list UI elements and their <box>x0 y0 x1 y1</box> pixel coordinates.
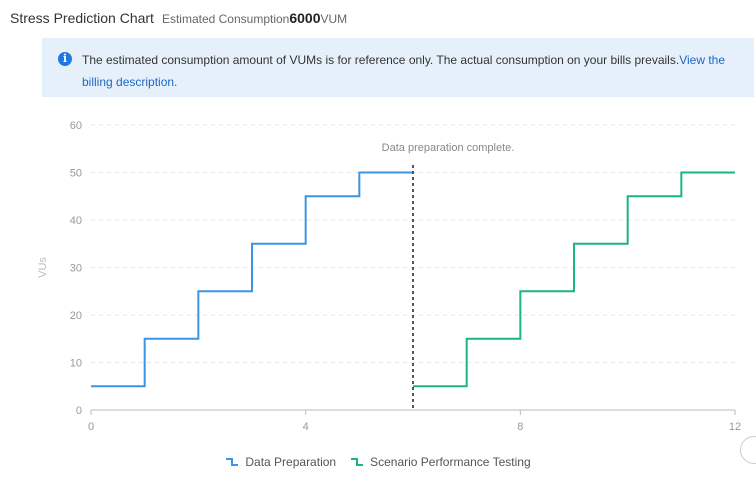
annotation-label: Data preparation complete. <box>382 142 515 154</box>
x-tick-label: 12 <box>729 421 741 433</box>
y-tick-label: 50 <box>70 168 82 180</box>
legend-step-path <box>351 458 364 466</box>
legend-item[interactable]: Data Preparation <box>225 455 336 469</box>
series-line <box>413 171 735 388</box>
y-tick-label: 10 <box>70 358 82 370</box>
legend-item[interactable]: Scenario Performance Testing <box>350 455 531 469</box>
chart-header: Stress Prediction Chart Estimated Consum… <box>10 10 347 26</box>
legend-label: Data Preparation <box>245 455 337 469</box>
legend-label: Scenario Performance Testing <box>370 455 531 469</box>
estimate-value: 6000 <box>289 10 321 26</box>
y-tick-label: 20 <box>70 310 82 322</box>
estimate-unit: VUM <box>320 12 348 26</box>
y-axis-label: VUs <box>37 257 49 278</box>
series-line <box>91 171 413 388</box>
y-tick-label: 60 <box>70 120 82 132</box>
y-tick-label: 0 <box>76 405 82 417</box>
x-tick-label: 0 <box>88 421 94 433</box>
notice-text: The estimated consumption amount of VUMs… <box>82 53 680 67</box>
estimate-label: Estimated Consumption <box>161 12 290 26</box>
chart-legend: Data Preparation Scenario Performance Tes… <box>0 455 756 469</box>
billing-description-link[interactable]: View the billing description. <box>82 53 725 89</box>
x-tick-label: 8 <box>517 421 523 433</box>
page-title: Stress Prediction Chart <box>10 10 154 26</box>
legend-step-path <box>226 458 239 466</box>
legend-step-icon <box>226 458 239 466</box>
legend-step-icon <box>351 458 364 466</box>
y-tick-label: 40 <box>70 215 82 227</box>
info-icon: i <box>58 52 72 66</box>
y-tick-label: 30 <box>70 263 82 275</box>
info-notice: i The estimated consumption amount of VU… <box>42 38 754 97</box>
x-tick-label: 4 <box>303 421 309 433</box>
